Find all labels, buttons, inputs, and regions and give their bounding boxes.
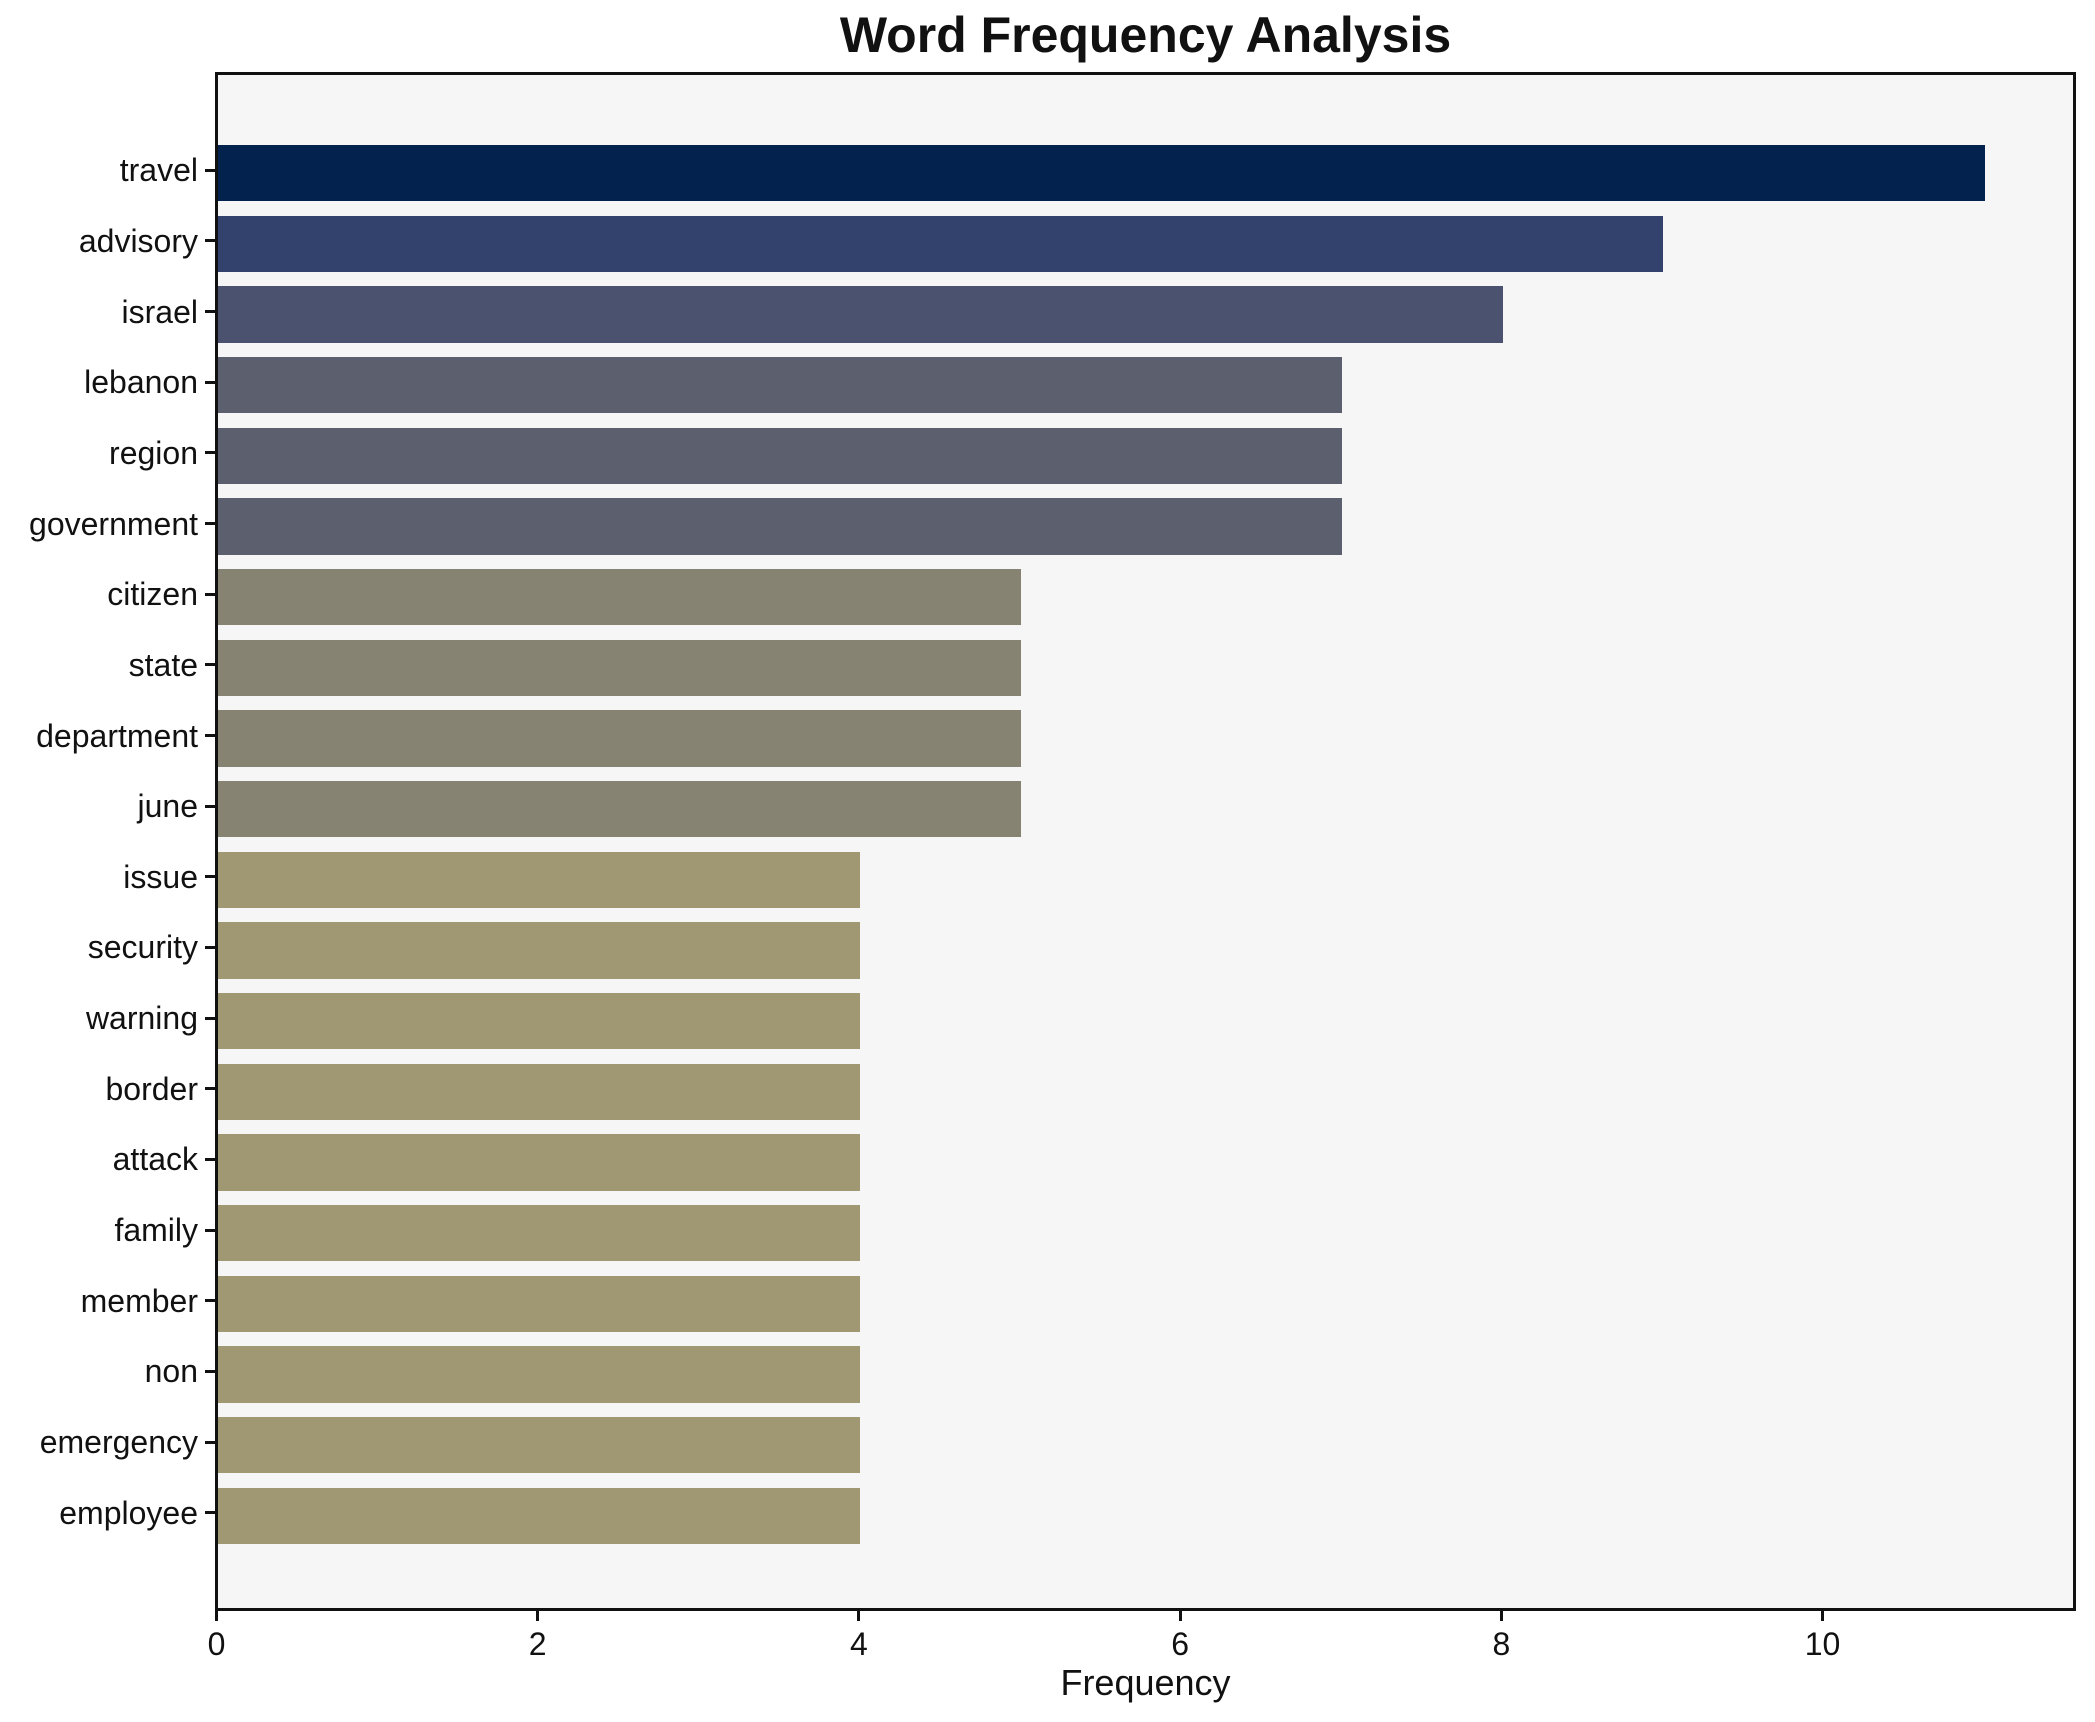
y-axis-label-region: region bbox=[109, 434, 198, 471]
x-tick bbox=[215, 1611, 218, 1621]
y-axis-label-employee: employee bbox=[59, 1494, 198, 1531]
y-tick bbox=[205, 1299, 215, 1303]
y-axis-label-emergency: emergency bbox=[39, 1424, 198, 1461]
bar-june bbox=[218, 780, 1022, 838]
y-tick bbox=[205, 451, 215, 455]
bar-citizen bbox=[218, 568, 1022, 626]
y-axis-label-citizen: citizen bbox=[107, 576, 198, 613]
y-tick bbox=[205, 1157, 215, 1161]
y-axis-label-non: non bbox=[144, 1353, 198, 1390]
bar-emergency bbox=[218, 1416, 861, 1474]
x-tick-label-8: 8 bbox=[1492, 1626, 1511, 1662]
y-tick bbox=[205, 239, 215, 243]
y-axis-label-israel: israel bbox=[121, 293, 198, 330]
y-tick bbox=[205, 380, 215, 384]
y-axis-label-border: border bbox=[105, 1070, 199, 1107]
y-axis-label-family: family bbox=[114, 1212, 198, 1249]
x-tick-label-4: 4 bbox=[850, 1626, 868, 1662]
bar-lebanon bbox=[218, 356, 1343, 414]
bar-warning bbox=[218, 992, 861, 1050]
y-tick bbox=[205, 1369, 215, 1373]
x-tick bbox=[1821, 1611, 1825, 1621]
bar-state bbox=[218, 639, 1022, 697]
y-tick bbox=[205, 592, 215, 596]
bar-department bbox=[218, 710, 1022, 767]
y-tick bbox=[205, 1440, 215, 1444]
x-tick-label-2: 2 bbox=[528, 1626, 547, 1662]
bar-security bbox=[218, 922, 861, 979]
y-tick bbox=[205, 804, 215, 808]
y-tick bbox=[205, 310, 215, 314]
y-tick bbox=[205, 663, 215, 667]
x-tick-label-0: 0 bbox=[207, 1626, 226, 1662]
bar-non bbox=[218, 1346, 861, 1403]
y-tick bbox=[205, 1228, 215, 1232]
x-tick-label-6: 6 bbox=[1171, 1626, 1190, 1662]
bar-government bbox=[218, 498, 1343, 555]
y-axis-label-advisory: advisory bbox=[78, 222, 198, 259]
plot-area bbox=[215, 72, 2076, 1611]
x-tick-label-10: 10 bbox=[1804, 1626, 1841, 1662]
y-tick bbox=[205, 875, 215, 879]
chart-title: Word Frequency Analysis bbox=[839, 7, 1452, 63]
y-axis-label-department: department bbox=[36, 717, 198, 754]
x-tick bbox=[1178, 1611, 1182, 1621]
x-axis-label: Frequency bbox=[1060, 1662, 1231, 1703]
bar-employee bbox=[218, 1487, 861, 1545]
bar-border bbox=[218, 1063, 861, 1121]
y-tick bbox=[205, 734, 215, 737]
y-axis-label-security: security bbox=[87, 929, 198, 966]
y-axis-label-government: government bbox=[29, 505, 198, 542]
y-tick bbox=[205, 1087, 215, 1091]
x-tick bbox=[857, 1611, 861, 1621]
bar-issue bbox=[218, 851, 861, 909]
x-tick bbox=[536, 1611, 540, 1621]
y-tick bbox=[205, 1016, 215, 1020]
y-axis-label-warning: warning bbox=[85, 1000, 198, 1037]
bar-member bbox=[218, 1275, 861, 1333]
bar-region bbox=[218, 427, 1343, 485]
bar-advisory bbox=[218, 215, 1664, 273]
y-axis-label-attack: attack bbox=[112, 1141, 198, 1178]
bar-travel bbox=[218, 144, 1985, 202]
y-axis-label-member: member bbox=[80, 1282, 198, 1319]
y-axis-label-june: june bbox=[137, 788, 199, 825]
y-tick bbox=[205, 168, 215, 172]
bar-israel bbox=[218, 286, 1503, 343]
x-tick bbox=[1499, 1611, 1503, 1621]
y-axis-label-lebanon: lebanon bbox=[84, 364, 198, 401]
y-tick bbox=[205, 945, 215, 949]
y-tick bbox=[205, 1511, 215, 1515]
y-axis-label-issue: issue bbox=[123, 858, 198, 895]
bar-attack bbox=[218, 1134, 861, 1191]
y-tick bbox=[205, 522, 215, 526]
bar-family bbox=[218, 1204, 861, 1262]
y-axis-label-state: state bbox=[128, 646, 198, 683]
y-axis-label-travel: travel bbox=[119, 152, 198, 189]
